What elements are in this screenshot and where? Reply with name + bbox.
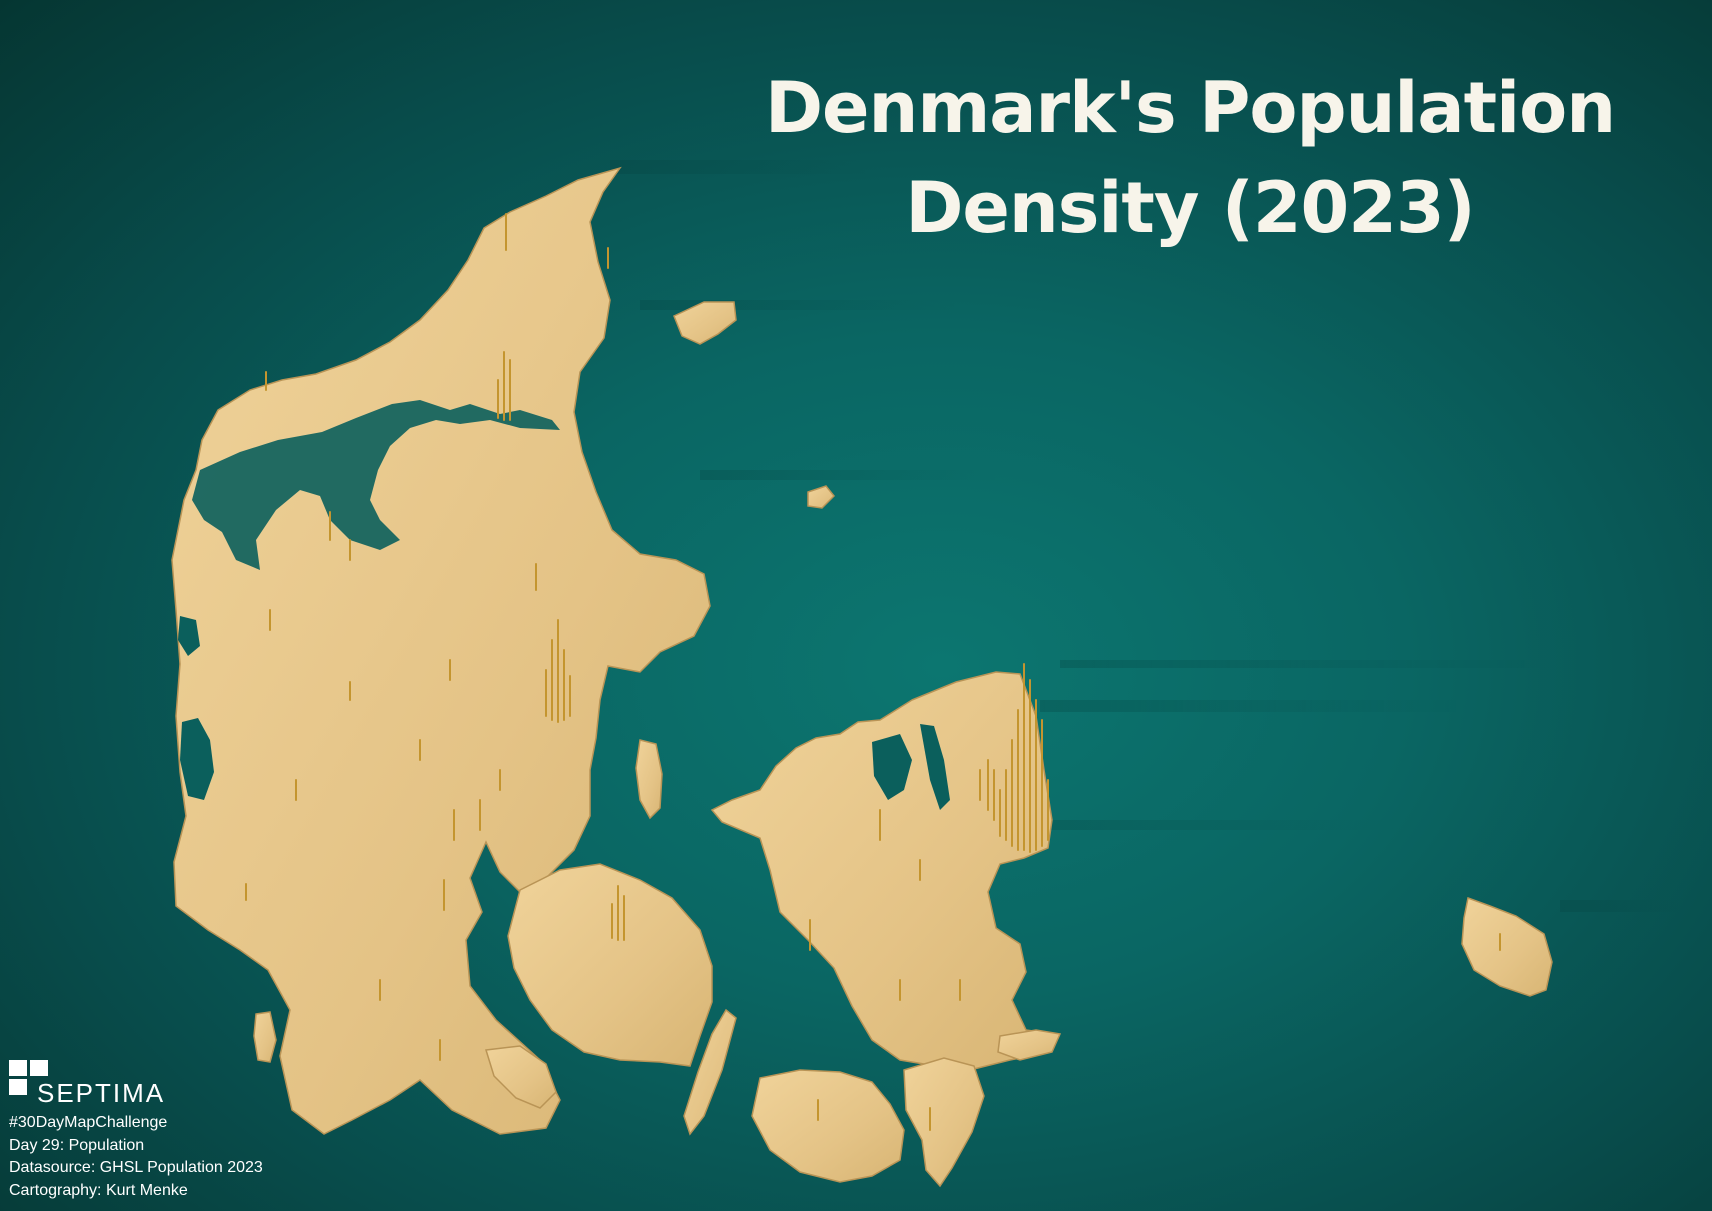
credit-day: Day 29: Population — [9, 1136, 145, 1154]
map-title: Denmark's Population Density (2023) — [740, 58, 1640, 258]
credit-challenge: #30DayMapChallenge — [9, 1114, 168, 1131]
langeland-landmass — [683, 1008, 737, 1136]
samso-island — [635, 739, 663, 820]
roskilde-fjord — [920, 724, 950, 810]
bornholm-landmass — [1461, 896, 1553, 997]
isefjord-water — [872, 734, 912, 800]
limfjord-water — [192, 400, 560, 570]
septima-logo: SEPTIMA — [9, 1060, 209, 1108]
laeso-island — [673, 301, 737, 345]
septima-logo-icon — [9, 1060, 51, 1104]
mon-landmass — [997, 1029, 1062, 1061]
rom-island — [253, 1011, 277, 1063]
falster-landmass — [903, 1057, 985, 1188]
als-island — [485, 1045, 557, 1109]
jutland-landmass — [171, 166, 711, 1135]
credit-datasource: Datasource: GHSL Population 2023 — [9, 1159, 263, 1176]
title-line-1: Denmark's Population — [764, 67, 1616, 149]
shadow-streaks — [610, 160, 1680, 912]
logo-text: SEPTIMA — [37, 1078, 166, 1108]
anholt-island — [807, 485, 836, 509]
zealand-landmass — [710, 671, 1055, 1071]
credits-block: #30DayMapChallenge Day 29: Population Da… — [9, 1112, 263, 1202]
population-spikes — [245, 213, 1501, 1131]
funen-landmass — [507, 863, 713, 1067]
lolland-landmass — [751, 1069, 905, 1183]
nissum-fjord — [178, 616, 200, 656]
title-line-2: Density (2023) — [905, 167, 1475, 249]
ringkobing-fjord — [180, 718, 214, 800]
credit-cartography: Cartography: Kurt Menke — [9, 1181, 188, 1199]
